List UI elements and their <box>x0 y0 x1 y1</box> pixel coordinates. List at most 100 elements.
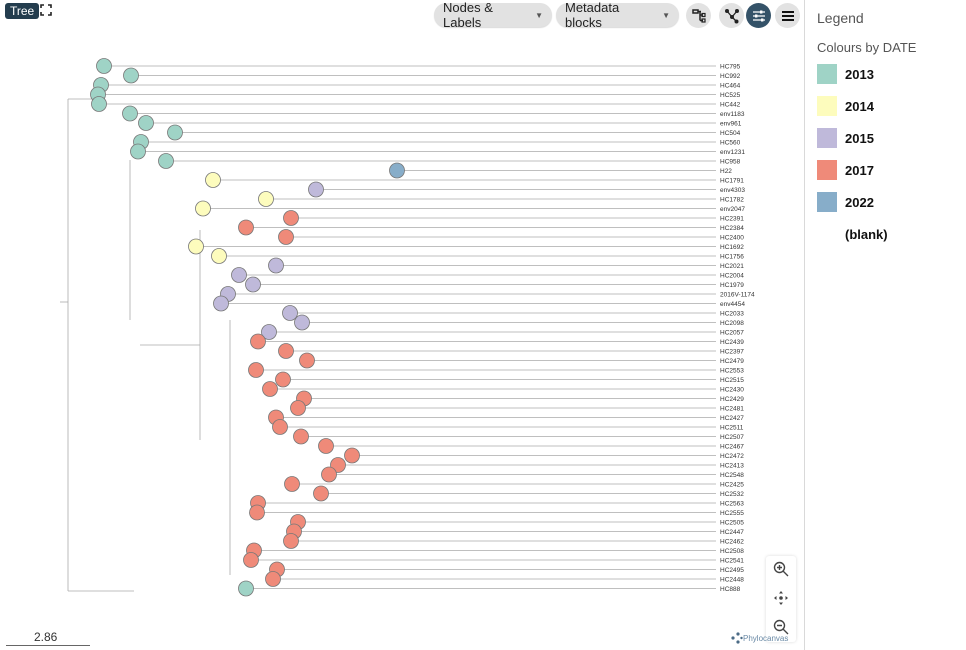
move-icon <box>774 591 788 605</box>
leaf-label: 2016V-1174 <box>720 291 755 298</box>
leaf-node[interactable] <box>91 96 107 112</box>
leaf-node[interactable] <box>318 438 334 454</box>
nodes-labels-label: Nodes & Labels <box>443 0 493 30</box>
leaf-node[interactable] <box>258 191 274 207</box>
leaf-node[interactable] <box>321 466 337 483</box>
leaf-node[interactable] <box>122 105 138 122</box>
leaf-node[interactable] <box>275 371 291 388</box>
leaf-node[interactable] <box>293 428 309 445</box>
tree-layout-button[interactable] <box>686 3 711 28</box>
leaf-node[interactable] <box>167 124 183 141</box>
leaf-label: HC2508 <box>720 548 744 555</box>
leaf-node[interactable] <box>238 219 254 236</box>
legend-subtitle: Colours by DATE <box>817 40 917 55</box>
leaf-label: HC2429 <box>720 396 744 403</box>
legend-label: 2022 <box>845 194 874 210</box>
menu-button[interactable] <box>775 3 800 28</box>
leaf-node[interactable] <box>284 476 300 492</box>
leaf-node[interactable] <box>283 210 299 226</box>
metadata-blocks-label: Metadata blocks <box>565 0 620 30</box>
leaf-node[interactable] <box>96 58 112 74</box>
leaf-node[interactable] <box>238 580 254 597</box>
leaf-node[interactable] <box>278 229 294 245</box>
leaf-label: HC2447 <box>720 529 744 536</box>
leaf-label: HC992 <box>720 73 741 80</box>
fullscreen-icon[interactable] <box>40 4 52 16</box>
leaf-label: HC1791 <box>720 177 744 184</box>
leaf-label: HC1692 <box>720 244 744 251</box>
tree-mode-badge[interactable]: Tree <box>5 3 40 19</box>
leaf-node[interactable] <box>205 172 221 188</box>
leaf-node[interactable] <box>278 343 294 359</box>
zoom-controls <box>766 556 796 642</box>
leaf-node[interactable] <box>158 153 174 169</box>
leaf-label: HC2057 <box>720 329 744 336</box>
panel-divider <box>804 0 805 650</box>
legend-item-2017: 2017 <box>817 160 874 180</box>
leaf-node[interactable] <box>130 143 146 160</box>
leaf-node[interactable] <box>231 267 247 283</box>
network-icon <box>724 8 739 23</box>
scale-bar <box>6 645 90 646</box>
legend-swatch <box>817 64 837 84</box>
leaf-node[interactable] <box>282 305 298 321</box>
leaf-node[interactable] <box>313 485 329 502</box>
leaf-label: HC2479 <box>720 358 744 365</box>
legend-label: (blank) <box>845 226 888 242</box>
leaf-node[interactable] <box>243 552 259 568</box>
leaf-node[interactable] <box>299 352 315 369</box>
leaf-node[interactable] <box>249 504 265 521</box>
leaf-node[interactable] <box>245 276 261 293</box>
legend-swatch <box>817 192 837 212</box>
leaf-label: HC2425 <box>720 481 744 488</box>
zoom-out-button[interactable] <box>770 616 792 638</box>
legend-swatch <box>817 224 837 244</box>
leaf-label: HC2397 <box>720 348 744 355</box>
leaf-label: HC2033 <box>720 310 744 317</box>
metadata-blocks-dropdown[interactable]: Metadata blocks ▼ <box>556 0 679 30</box>
leaf-node[interactable] <box>283 533 299 549</box>
leaf-node[interactable] <box>262 381 278 397</box>
leaf-node[interactable] <box>211 248 227 264</box>
settings-sliders-button[interactable] <box>746 3 771 28</box>
leaf-node[interactable] <box>195 200 211 217</box>
leaf-node[interactable] <box>250 333 266 350</box>
leaf-node[interactable] <box>294 314 310 331</box>
legend-label: 2015 <box>845 130 874 146</box>
leaf-node[interactable] <box>123 67 139 84</box>
leaf-node[interactable] <box>213 295 229 312</box>
phylocanvas-logo-icon <box>731 632 743 644</box>
leaf-node[interactable] <box>268 257 284 274</box>
leaf-node[interactable] <box>265 571 281 587</box>
leaf-label: HC958 <box>720 158 741 165</box>
leaf-node[interactable] <box>138 115 154 131</box>
leaf-label: HC2384 <box>720 225 744 232</box>
nodes-labels-dropdown[interactable]: Nodes & Labels ▼ <box>434 0 552 30</box>
leaf-node[interactable] <box>261 324 277 340</box>
leaf-label: env961 <box>720 120 742 127</box>
legend-label: 2017 <box>845 162 874 178</box>
leaf-node[interactable] <box>308 181 324 198</box>
legend-label: 2013 <box>845 66 874 82</box>
leaf-node[interactable] <box>248 362 264 378</box>
pan-reset-button[interactable] <box>770 587 792 609</box>
phylogenetic-tree[interactable]: HC795 HC992 HC464 HC525 HC442 env1183 env961 HC… <box>0 40 800 620</box>
network-view-button[interactable] <box>719 3 744 28</box>
leaf-label: HC2448 <box>720 576 744 583</box>
leaf-label: HC1756 <box>720 253 744 260</box>
leaf-node[interactable] <box>389 162 405 179</box>
leaf-label: HC442 <box>720 101 741 108</box>
leaf-label: HC2481 <box>720 405 744 412</box>
zoom-out-icon <box>773 619 789 635</box>
leaf-node[interactable] <box>290 400 306 416</box>
leaf-label: HC2563 <box>720 500 744 507</box>
leaf-label: HC1979 <box>720 282 744 289</box>
leaf-label: HC2472 <box>720 453 744 460</box>
tree-layout-icon <box>691 8 706 23</box>
leaf-node[interactable] <box>272 419 288 435</box>
leaf-label: HC504 <box>720 130 741 137</box>
zoom-in-button[interactable] <box>770 558 792 580</box>
leaf-node[interactable] <box>188 238 204 255</box>
leaf-label: HC2439 <box>720 339 744 346</box>
leaf-node[interactable] <box>344 447 360 464</box>
